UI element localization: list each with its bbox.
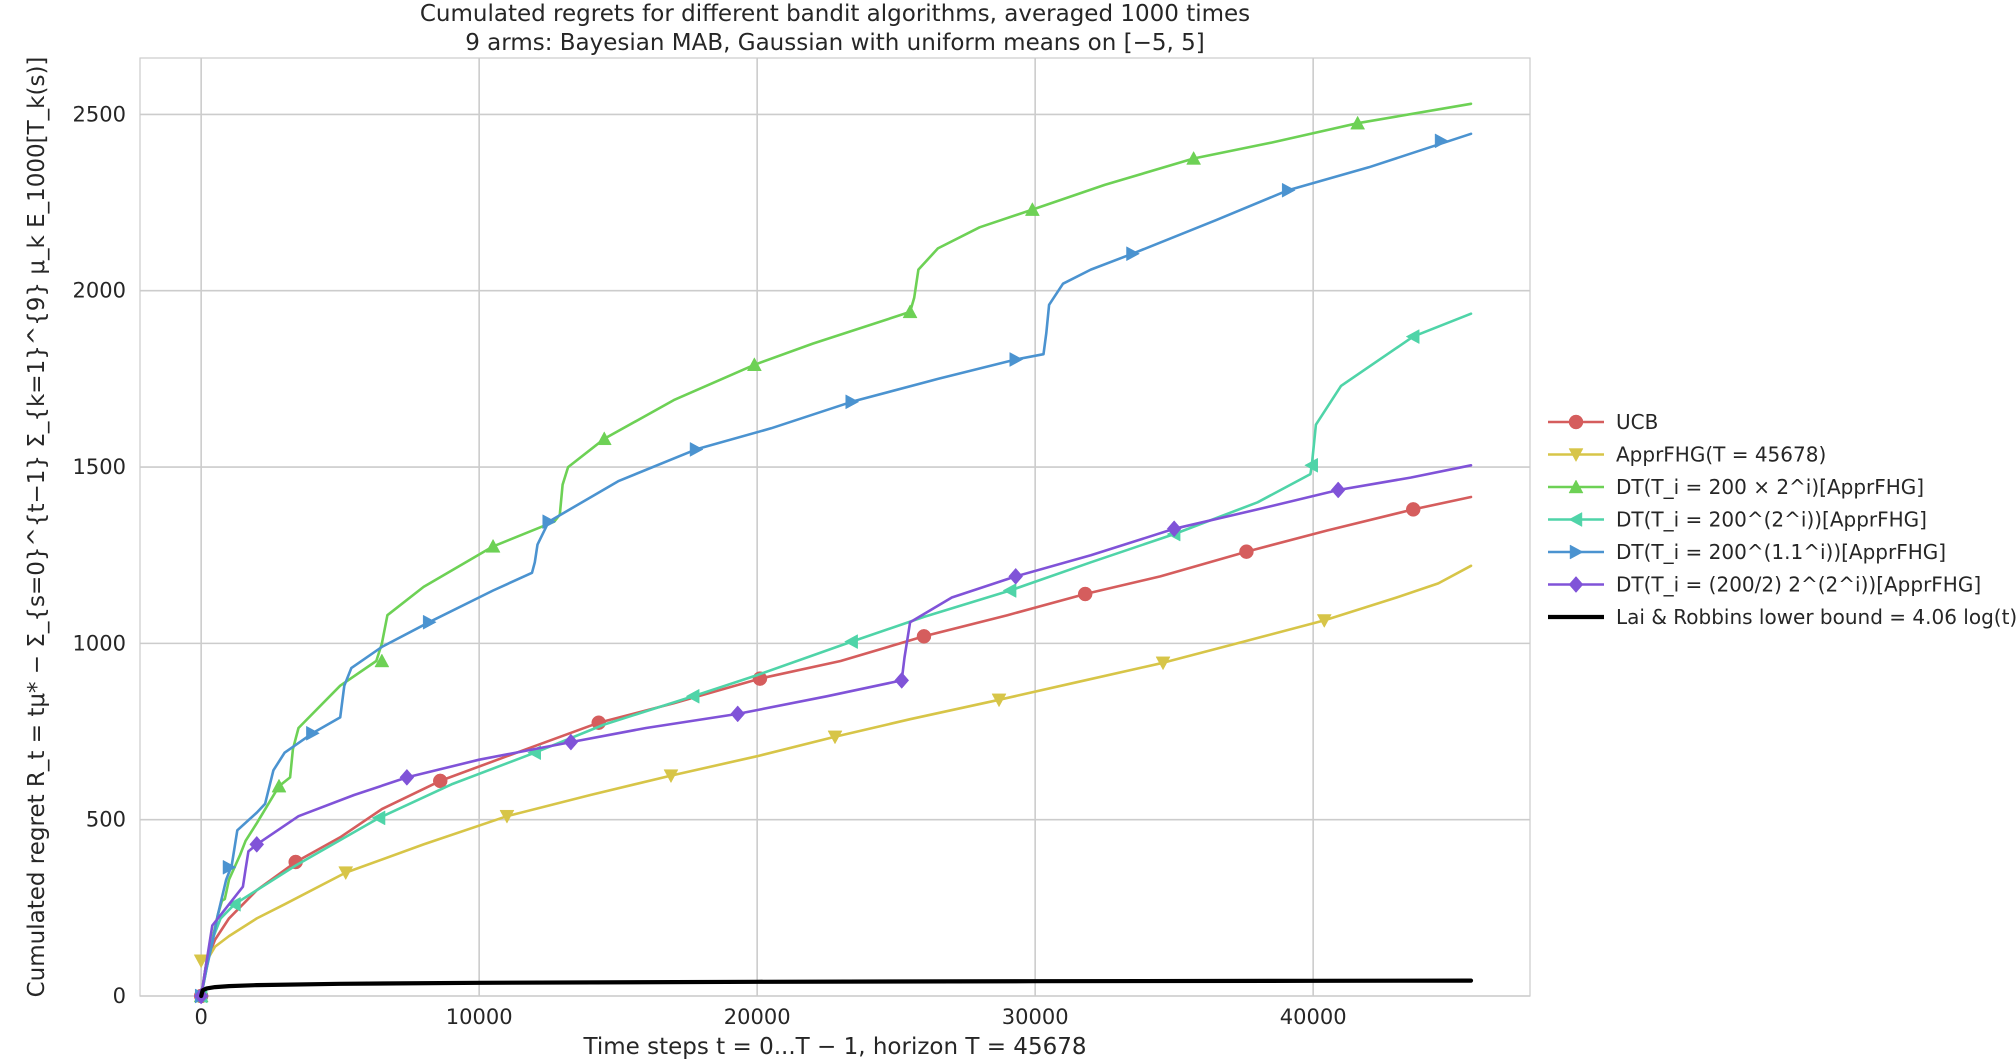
legend-item: DT(T_i = (200/2) 2^(2^i))[ApprFHG]: [1548, 573, 1981, 597]
legend-item: UCB: [1548, 410, 1658, 434]
series-1-point: [916, 629, 932, 644]
series-3-point: [902, 304, 918, 319]
series-1-point: [1405, 502, 1421, 517]
series-6-point: [894, 671, 910, 689]
series-3-point: [271, 778, 287, 793]
series-3-point: [596, 431, 612, 446]
legend-label-dt-t-i-200-1-1-i-apprfhg: DT(T_i = 200^(1.1^i))[ApprFHG]: [1616, 540, 1946, 564]
series-1-line: [199, 495, 1473, 998]
series-5-point: [1281, 182, 1296, 198]
series-2: [193, 564, 1473, 998]
series-2-point: [338, 866, 354, 881]
series-6-point: [1008, 567, 1024, 585]
y-tick-label: 500: [86, 808, 126, 832]
legend-swatch-marker: [1568, 512, 1583, 527]
series-5-point: [1434, 133, 1449, 149]
x-tick-label: 40000: [1280, 1005, 1347, 1029]
series-1-point: [1239, 544, 1254, 559]
legend-label-dt-t-i-200-2-i-apprfhg: DT(T_i = 200^(2^i))[ApprFHG]: [1616, 508, 1927, 532]
y-tick-label: 2500: [73, 102, 126, 126]
series-3: [193, 102, 1473, 1003]
series-6-point: [563, 733, 579, 751]
series-5-point: [422, 614, 437, 630]
series-2-point: [663, 769, 679, 784]
legend-label-dt-t-i-200-2-2-2-i-apprfhg: DT(T_i = (200/2) 2^(2^i))[ApprFHG]: [1616, 573, 1981, 597]
series-6-point: [730, 705, 746, 723]
y-tick-label: 0: [113, 984, 126, 1008]
legend-swatch-marker: [1568, 479, 1584, 494]
y-tick-label: 1500: [73, 455, 126, 479]
x-tick-label: 0: [194, 1005, 207, 1029]
y-tick-labels: 0 500 1000 1500 2000 2500: [73, 102, 126, 1008]
series-3-point: [374, 653, 390, 668]
series-layer: [193, 102, 1474, 1005]
legend-label-ucb: UCB: [1616, 410, 1658, 434]
grid: [140, 58, 1530, 997]
series-5-point: [845, 394, 860, 410]
series-4-point: [1002, 583, 1017, 598]
legend-swatch-marker: [1568, 576, 1584, 593]
legend-item: Lai & Robbins lower bound = 4.06 log(t): [1548, 605, 2016, 629]
chart-subtitle: 9 arms: Bayesian MAB, Gaussian with unif…: [465, 30, 1205, 56]
series-5-point: [1009, 352, 1024, 367]
series-2-point: [1316, 614, 1332, 628]
chart-title: Cumulated regrets for different bandit a…: [420, 1, 1250, 27]
series-6-line: [199, 464, 1473, 998]
series-2-point: [499, 809, 515, 824]
x-tick-labels: 0 10000 20000 30000 40000: [194, 1005, 1346, 1029]
series-6-point: [1330, 481, 1346, 499]
legend-label-dt-t-i-200-2-i-apprfhg: DT(T_i = 200 × 2^i)[ApprFHG]: [1616, 475, 1924, 499]
legend-swatch-marker: [1568, 414, 1584, 430]
legend-item: DT(T_i = 200 × 2^i)[ApprFHG]: [1548, 475, 1924, 499]
x-tick-label: 20000: [724, 1005, 791, 1029]
series-4-point: [1304, 457, 1318, 473]
series-3-point: [746, 357, 762, 371]
series-5: [194, 132, 1473, 1004]
series-5-point: [306, 725, 320, 741]
series-1-point: [432, 773, 448, 789]
y-tick-label: 1000: [73, 631, 126, 655]
y-axis-label: Cumulated regret R_t = tμ* − Σ_{s=0}^{t−…: [24, 57, 50, 998]
series-4-point: [685, 688, 700, 704]
legend-swatch-marker: [1569, 544, 1584, 560]
legend-label-apprfhg-t-45678: ApprFHG(T = 45678): [1616, 443, 1826, 467]
series-6-point: [249, 835, 265, 853]
series-4-point: [1405, 329, 1420, 344]
series-4-point: [371, 810, 386, 826]
series-5-point: [1126, 246, 1140, 262]
x-tick-label: 10000: [446, 1005, 513, 1029]
series-4-point: [844, 634, 858, 650]
x-axis-label: Time steps t = 0...T − 1, horizon T = 45…: [583, 1034, 1087, 1059]
legend-label-lai-robbins-lower-bound-4-06-l: Lai & Robbins lower bound = 4.06 log(t): [1616, 605, 2016, 629]
series-3-point: [1350, 115, 1366, 130]
y-tick-label: 2000: [73, 279, 126, 303]
legend: UCB ApprFHG(T = 45678) DT(T_i = 200 × 2^i)…: [1548, 410, 2016, 629]
series-2-point: [1155, 656, 1171, 671]
legend-item: DT(T_i = 200^(1.1^i))[ApprFHG]: [1548, 540, 1946, 564]
series-4-point: [226, 896, 241, 912]
series-6: [193, 464, 1473, 1005]
series-5-point: [222, 859, 237, 875]
series-5-line: [199, 132, 1473, 998]
series-6-point: [399, 768, 415, 786]
series-3-point: [1186, 150, 1202, 165]
legend-swatch-marker: [1568, 448, 1584, 463]
series-2-point: [827, 730, 843, 745]
series-2-line: [199, 564, 1473, 998]
series-5-point: [542, 514, 557, 530]
plot-area: [139, 57, 1531, 997]
series-6-point: [1166, 520, 1182, 538]
series-1-point: [1077, 586, 1093, 602]
series-2-point: [991, 693, 1007, 708]
series-3-point: [485, 538, 501, 553]
series-7-line: [199, 978, 1474, 999]
series-5-point: [689, 442, 704, 457]
series-3-point: [1024, 202, 1040, 216]
series-2-point: [193, 954, 209, 969]
legend-item: ApprFHG(T = 45678): [1548, 443, 1826, 467]
series-7: [199, 978, 1474, 999]
x-tick-label: 30000: [1002, 1005, 1069, 1029]
legend-item: DT(T_i = 200^(2^i))[ApprFHG]: [1548, 508, 1927, 532]
